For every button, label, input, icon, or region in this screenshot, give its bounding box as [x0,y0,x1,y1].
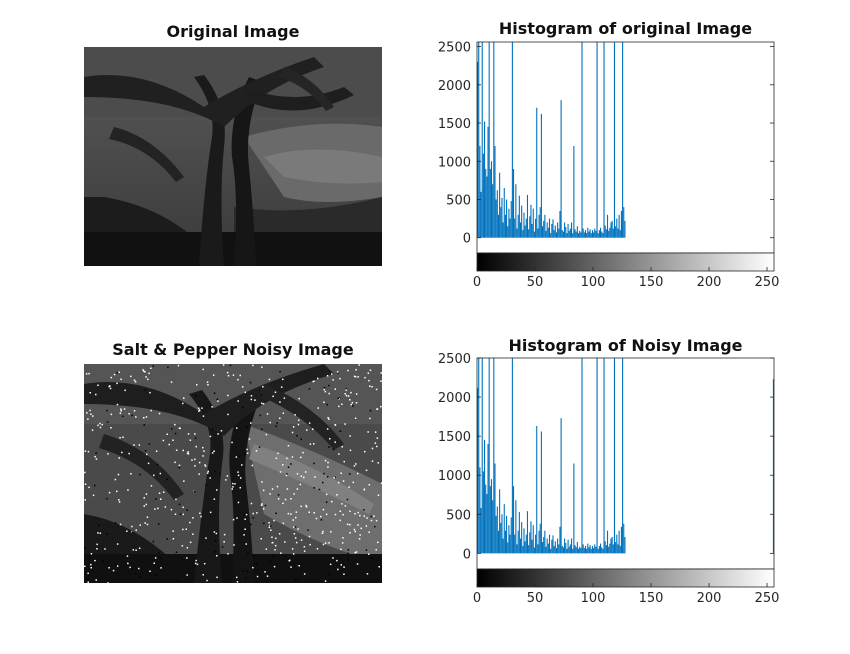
histogram-title: Histogram of original Image [499,19,752,38]
plot-area [477,358,774,569]
grayscale-colorbar [476,568,775,588]
x-tick-label: 0 [473,591,481,606]
y-tick-label: 2500 [438,41,471,56]
y-tick-label: 500 [446,193,471,208]
x-tick-label: 50 [527,275,544,290]
histogram-title: Histogram of Noisy Image [508,336,742,355]
x-tick-label: 0 [473,275,481,290]
histogram-bars [477,358,774,554]
y-tick-label: 2000 [438,391,471,406]
y-tick-label: 1500 [438,117,471,132]
grayscale-colorbar [476,252,775,272]
y-tick-label: 2000 [438,79,471,94]
y-tick-label: 1500 [438,430,471,445]
x-tick-label: 250 [755,275,780,290]
x-tick-label: 50 [527,591,544,606]
noisy-image-title: Salt & Pepper Noisy Image [112,340,354,359]
x-tick-label: 200 [697,591,722,606]
y-tick-label: 0 [463,547,471,562]
original-image-picture [84,47,382,266]
x-tick-label: 150 [639,275,664,290]
noisy-image-picture [84,364,382,583]
noisy-image [84,364,382,583]
x-tick-label: 200 [697,275,722,290]
y-tick-label: 1000 [438,469,471,484]
plot-area [477,42,774,253]
histogram-original: 0 500 1000 1500 2000 2500 0 50 100 150 200 250 Histo… [438,19,780,290]
histogram-noisy: 0 500 1000 1500 2000 2500 0 50 100 150 200 250 Histo… [438,336,780,606]
original-image-title: Original Image [166,22,300,41]
y-tick-label: 2500 [438,352,471,367]
x-tick-label: 100 [581,275,606,290]
y-tick-label: 500 [446,508,471,523]
original-image [84,47,382,266]
y-tick-label: 0 [463,232,471,247]
x-tick-label: 250 [755,591,780,606]
x-tick-label: 150 [639,591,664,606]
y-tick-label: 1000 [438,155,471,170]
x-tick-label: 100 [581,591,606,606]
